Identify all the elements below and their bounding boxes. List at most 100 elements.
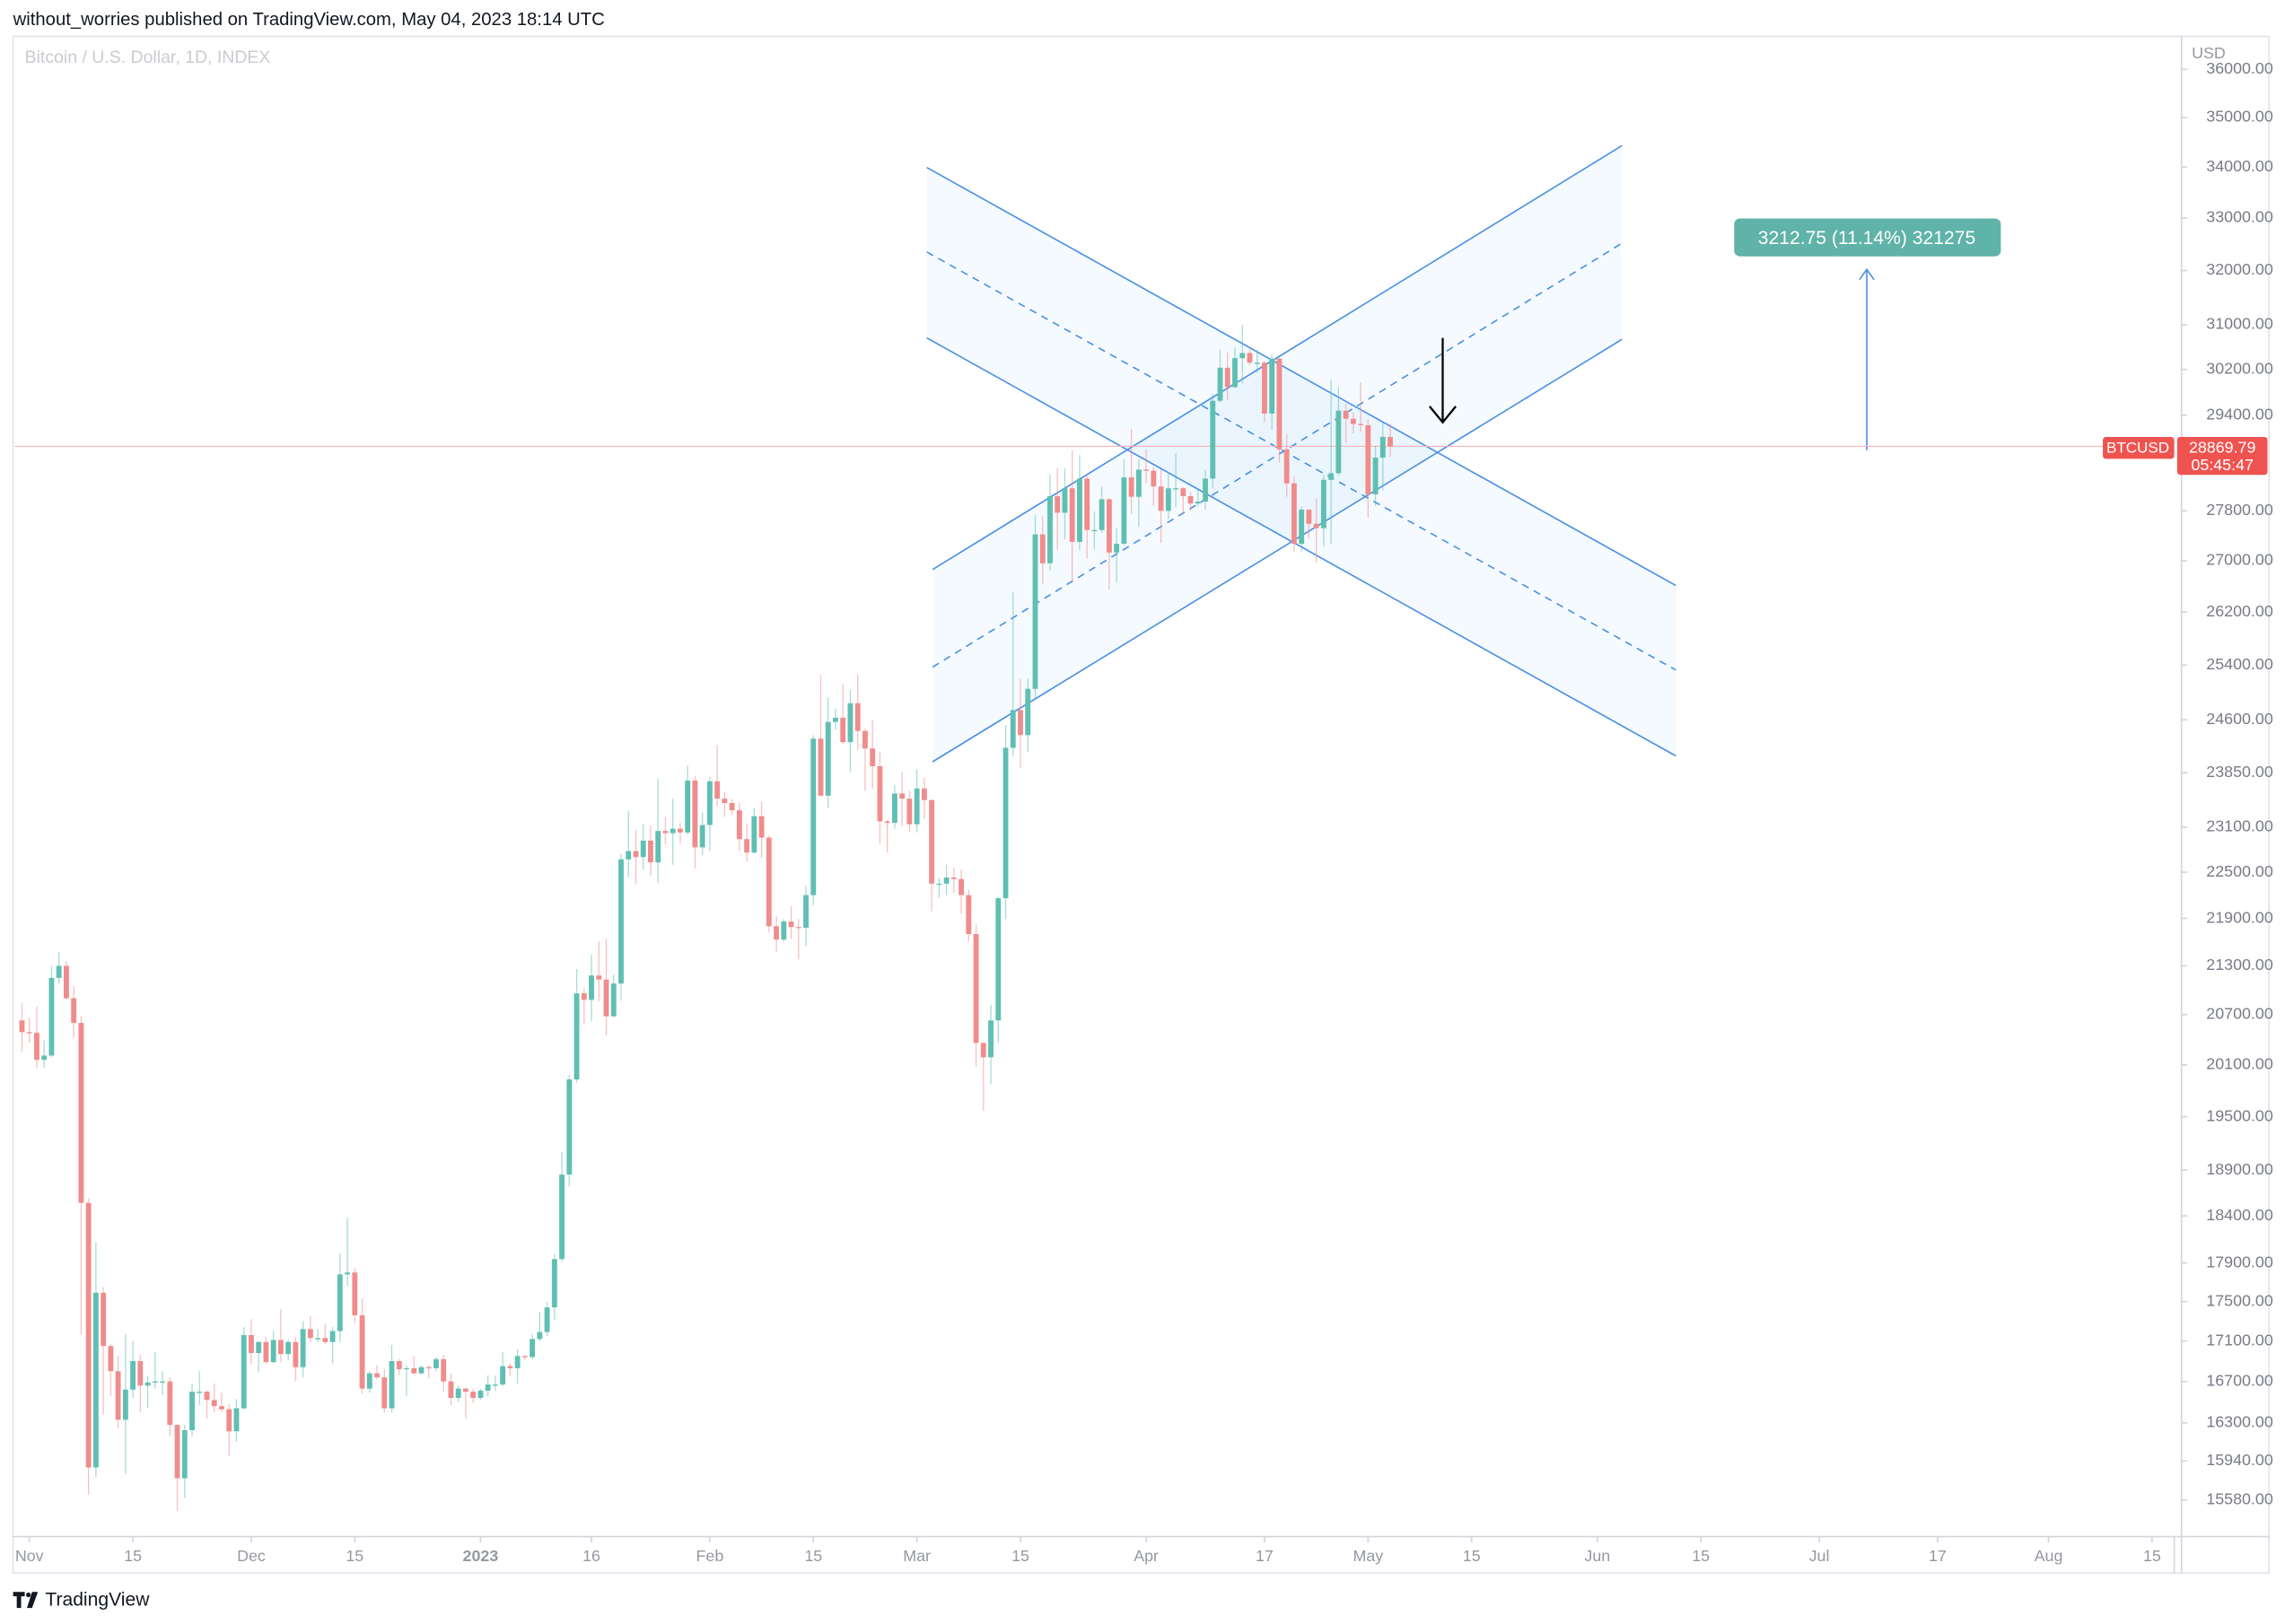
candle-body: [455, 1388, 461, 1398]
y-tick-label: 22500.00: [2206, 862, 2273, 880]
candle-body: [936, 883, 942, 886]
price-range: 3212.75 (11.14%) 321275: [1734, 218, 2001, 450]
candle-body: [884, 821, 890, 824]
candle-body: [64, 965, 69, 999]
y-tick-label: 18400.00: [2206, 1206, 2273, 1224]
candle-body: [315, 1338, 321, 1340]
symbol-label-box: [2103, 436, 2175, 459]
candle-body: [1121, 477, 1127, 545]
candle-body: [241, 1334, 247, 1409]
last-price-box: [2176, 436, 2268, 476]
candle-body: [758, 816, 765, 838]
candle-body: [1291, 483, 1297, 545]
candle-body: [1114, 544, 1120, 553]
candle-body: [722, 799, 728, 803]
arrow-head: [1428, 406, 1457, 424]
candle-body: [1151, 470, 1157, 487]
x-tick-label: 15: [1011, 1547, 1029, 1565]
candle-body: [973, 934, 979, 1043]
candle-body: [1283, 449, 1290, 484]
candle-body: [1128, 477, 1134, 497]
candle-body: [71, 998, 77, 1024]
candle-body: [108, 1346, 114, 1372]
candle-body: [521, 1356, 528, 1358]
candle-body: [678, 828, 683, 833]
candle-body: [1224, 367, 1230, 388]
candle-body: [441, 1358, 447, 1382]
y-tick-label: 15940.00: [2206, 1451, 2273, 1469]
channel-midline: [932, 242, 1623, 668]
candle-body: [1106, 499, 1112, 553]
x-tick-label: May: [1353, 1547, 1383, 1565]
candle-body: [559, 1174, 565, 1260]
x-tick-label: 15: [1692, 1547, 1710, 1565]
candle-body: [41, 1055, 48, 1061]
candle-body: [685, 780, 691, 833]
candle-body: [988, 1020, 994, 1058]
candle-body: [92, 1292, 99, 1468]
candle-body: [803, 895, 809, 929]
candle-body: [1254, 362, 1260, 364]
x-tick-label: 17: [1929, 1547, 1947, 1565]
candle-body: [729, 802, 735, 811]
y-tick-label: 15580.00: [2206, 1490, 2273, 1508]
candle-body: [736, 810, 742, 840]
candle-body: [507, 1366, 513, 1368]
header: without_worries published on TradingView…: [13, 10, 605, 30]
candle-body: [1210, 400, 1216, 479]
candle-body: [980, 1043, 986, 1058]
candle-body: [573, 993, 580, 1080]
candle-body: [847, 703, 854, 743]
chart-subtitle: Bitcoin / U.S. Dollar, 1D, INDEX: [25, 48, 271, 67]
candle-body: [160, 1381, 165, 1383]
candle-body: [277, 1340, 284, 1355]
candle-body: [1299, 510, 1305, 545]
channel-line: [926, 166, 1677, 587]
y-tick-label: 17100.00: [2206, 1331, 2273, 1349]
candle-body: [345, 1272, 351, 1275]
candle-body: [1320, 479, 1326, 528]
candle-body: [137, 1361, 144, 1386]
candle-body: [1372, 458, 1379, 494]
y-tick-label: 29400.00: [2206, 406, 2273, 423]
y-tick-label: 23850.00: [2206, 763, 2273, 781]
candle-body: [211, 1400, 217, 1407]
candle-body: [1158, 486, 1164, 511]
rising-channel-fill: [932, 145, 1623, 762]
candle-body: [263, 1341, 269, 1363]
candle-body: [1025, 688, 1031, 736]
y-tick-label: 24600.00: [2206, 710, 2273, 728]
y-tick-label: 27000.00: [2206, 551, 2273, 569]
candle-body: [1239, 353, 1246, 359]
candle-body: [618, 859, 624, 984]
y-tick-label: 16700.00: [2206, 1371, 2273, 1389]
candle-body: [78, 1023, 84, 1203]
candle-body: [425, 1366, 432, 1369]
candle-body: [774, 926, 779, 940]
candle-body: [854, 703, 861, 731]
candle-body: [167, 1381, 173, 1426]
y-tick-label: 31000.00: [2206, 315, 2273, 333]
x-tick-label: 15: [346, 1547, 363, 1565]
candle-body: [56, 965, 62, 978]
candle-body: [995, 898, 1002, 1021]
candle-body: [189, 1392, 195, 1431]
y-tick-label: 33000.00: [2206, 208, 2273, 226]
candle-body: [670, 828, 676, 834]
down-arrow: [1428, 337, 1457, 424]
candle-body: [1388, 436, 1393, 447]
candle-body: [34, 1033, 39, 1061]
logo-dot: [26, 1592, 31, 1598]
candle-body: [492, 1384, 498, 1386]
candle-body: [1350, 418, 1356, 424]
range-arrow-head: [1859, 267, 1875, 281]
y-tick-label: 34000.00: [2206, 157, 2273, 175]
candle-body: [929, 799, 935, 884]
candle-body: [833, 717, 838, 722]
y-tick-label: 36000.00: [2206, 59, 2273, 77]
candle-body: [122, 1389, 128, 1420]
candle-body: [359, 1314, 365, 1389]
candle-body: [662, 831, 669, 834]
candle-body: [1099, 499, 1105, 530]
